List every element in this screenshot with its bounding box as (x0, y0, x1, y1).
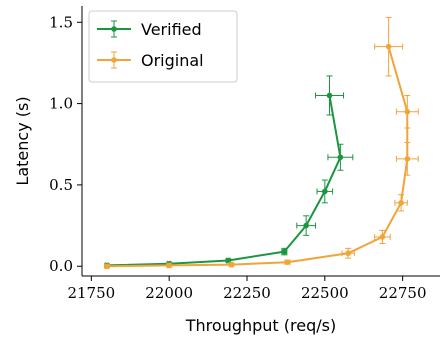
legend-label: Original (141, 51, 204, 70)
data-point (284, 259, 291, 265)
data-point (326, 92, 333, 99)
y-tick-label: 0.0 (49, 257, 73, 275)
data-point (385, 43, 392, 50)
x-tick-label: 22000 (145, 284, 193, 302)
data-point (166, 262, 172, 269)
legend-swatch-marker (111, 26, 117, 32)
legend-label: Verified (141, 20, 202, 39)
x-tick-label: 22750 (379, 284, 427, 302)
x-tick-label: 21750 (67, 284, 115, 302)
data-point (228, 261, 235, 268)
data-point (404, 108, 411, 115)
data-point (337, 154, 344, 161)
data-point (379, 234, 386, 240)
data-point (303, 222, 309, 229)
x-tick-label: 22250 (223, 284, 271, 302)
legend-entry-verified: Verified (97, 20, 202, 39)
plot-area (103, 16, 419, 270)
series-verified (103, 75, 354, 269)
legend-entry-original: Original (97, 51, 204, 70)
y-tick-label: 1.0 (49, 95, 73, 113)
data-point (104, 263, 110, 270)
y-tick-label: 0.5 (49, 176, 73, 194)
series-original (103, 16, 419, 270)
y-axis-label: Latency (s) (13, 96, 32, 185)
ticks: 21750 22000 22250 22500 22750 0.0 0.5 1.0 1.5 (49, 13, 426, 302)
series-line (106, 95, 342, 267)
y-tick-label: 1.5 (49, 13, 73, 31)
legend-swatch-marker (111, 57, 117, 63)
data-point (404, 156, 411, 162)
series-line (106, 46, 409, 268)
data-point (345, 250, 351, 257)
axes (81, 6, 440, 277)
legend: Verified Original (88, 10, 238, 83)
x-axis-label: Throughput (req/s) (185, 316, 336, 335)
data-point (322, 188, 328, 195)
data-point (398, 200, 404, 206)
data-point (281, 248, 288, 255)
x-tick-label: 22500 (301, 284, 349, 302)
